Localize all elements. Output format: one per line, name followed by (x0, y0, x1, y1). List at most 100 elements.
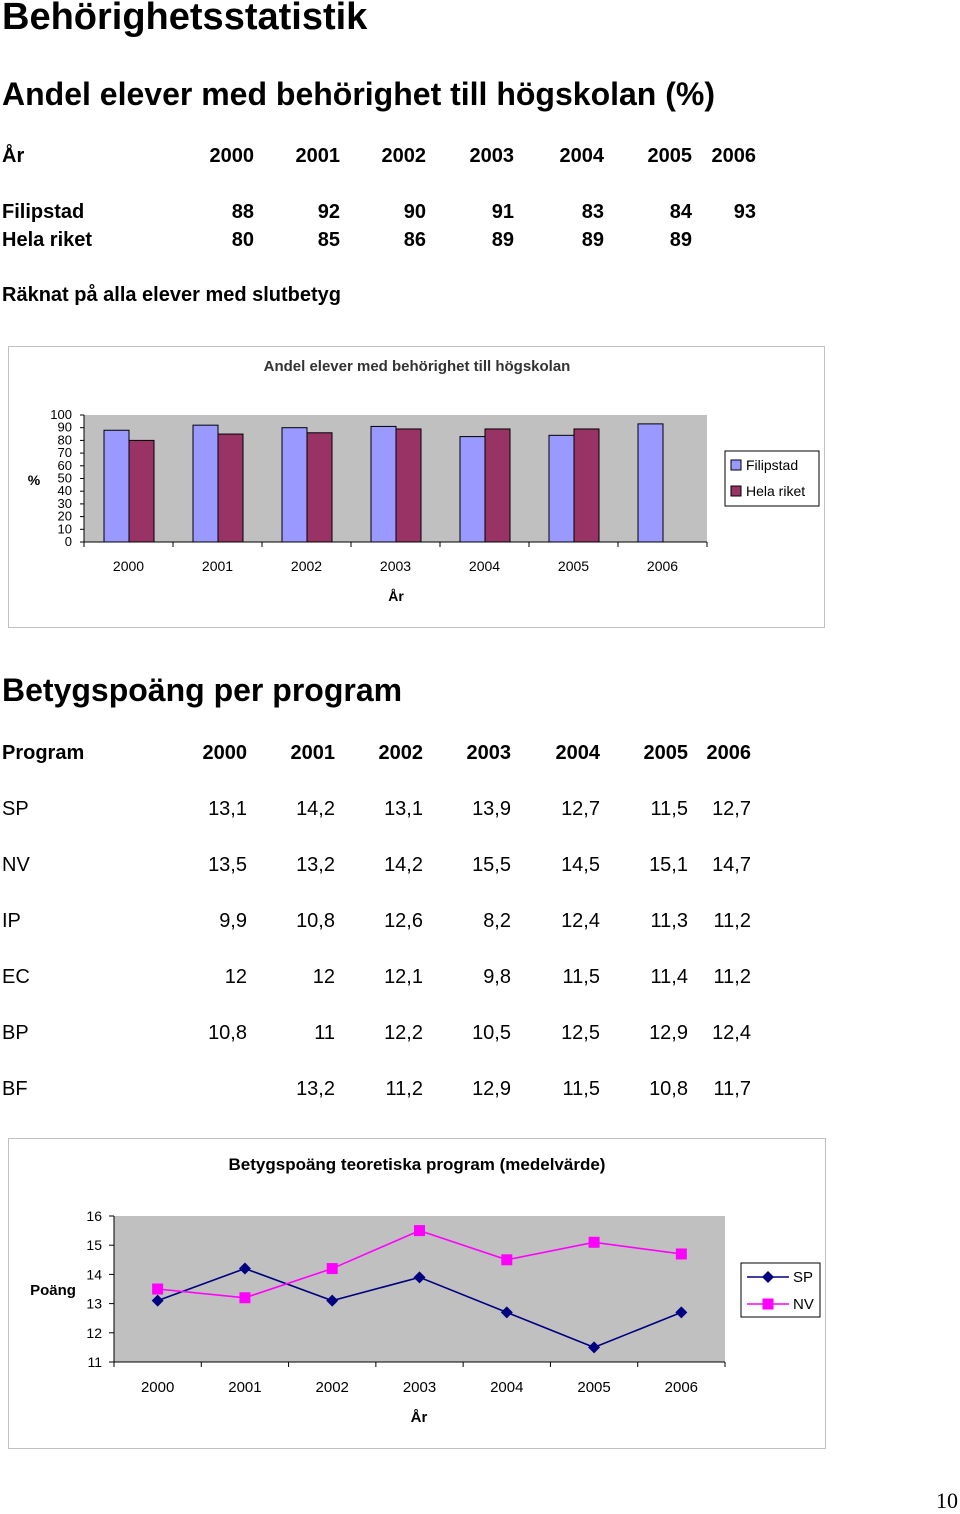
bar-chart: Andel elever med behörighet till högskol… (28, 358, 820, 604)
x-tick-label: 2006 (665, 1379, 698, 1396)
legend-label: Filipstad (746, 457, 798, 473)
plot-area (114, 1216, 725, 1362)
section1-title: Andel elever med behörighet till högskol… (2, 76, 715, 112)
header-year: 2005 (647, 145, 693, 167)
table-header-row: Program 2000 2001 2002 2003 2004 2005 20… (0, 742, 960, 766)
cell: 14,2 (296, 798, 335, 820)
cell: 92 (317, 201, 340, 223)
row-label: Hela riket (2, 229, 93, 251)
legend-swatch (730, 459, 742, 471)
bar-filipstad (281, 427, 308, 543)
bar-filipstad (548, 434, 575, 543)
table-row: IP 9,9 10,8 12,6 8,2 12,4 11,3 11,2 (0, 910, 960, 934)
bar-hela-riket (306, 432, 333, 543)
header-year: 2004 (555, 742, 601, 764)
x-tick-label: 2005 (577, 1379, 610, 1396)
header-year: 2002 (378, 742, 424, 764)
y-tick-label: 50 (58, 471, 72, 486)
cell: 15,5 (472, 854, 511, 876)
y-tick-label: 80 (58, 432, 72, 447)
marker-sp (413, 1271, 426, 1284)
cell: 9,9 (219, 910, 247, 932)
marker-sp (675, 1306, 688, 1319)
cell: 11,5 (650, 798, 688, 820)
legend-swatch (730, 485, 742, 497)
cell: 91 (491, 201, 514, 223)
row-label: Filipstad (2, 201, 85, 223)
table-row: BP 10,8 11 12,2 10,5 12,5 12,9 12,4 (0, 1022, 960, 1046)
x-axis-label: År (388, 588, 404, 604)
x-tick-label: 2005 (558, 558, 589, 574)
cell: 85 (317, 229, 340, 251)
header-year: 2003 (466, 742, 512, 764)
bar-filipstad (459, 436, 486, 543)
chart2-frame: Betygspoäng teoretiska program (medelvär… (8, 1138, 826, 1449)
cell: 93 (733, 201, 756, 223)
row-label: EC (2, 966, 30, 988)
cell: 11,7 (713, 1078, 751, 1100)
header-label: Program (2, 742, 85, 764)
marker-sp (500, 1306, 513, 1319)
cell: 12,2 (384, 1022, 423, 1044)
cell: 11,2 (385, 1078, 423, 1100)
row-label: IP (2, 910, 21, 932)
bar-hela-riket (484, 428, 511, 543)
legend-box (740, 1262, 821, 1318)
cell: 12,7 (712, 798, 751, 820)
x-tick-label: 2003 (380, 558, 411, 574)
section1-note: Räknat på alla elever med slutbetyg (2, 284, 342, 306)
bar-filipstad (637, 423, 664, 543)
table-row: Hela riket 80 85 86 89 89 89 (0, 229, 960, 253)
table-row: BF 13,2 11,2 12,9 11,5 10,8 11,7 (0, 1078, 960, 1102)
table-row: EC 12 12 12,1 9,8 11,5 11,4 11,2 (0, 966, 960, 990)
marker-sp (326, 1294, 339, 1307)
y-tick-label: 12 (86, 1325, 102, 1341)
x-axis-label: År (411, 1409, 428, 1426)
cell: 90 (403, 201, 426, 223)
x-tick-label: 2000 (113, 558, 144, 574)
table-row: SP 13,1 14,2 13,1 13,9 12,7 11,5 12,7 (0, 798, 960, 822)
x-tick-label: 2002 (316, 1379, 349, 1396)
marker-sp (238, 1262, 251, 1275)
y-tick-label: 15 (86, 1237, 102, 1253)
cell: 9,8 (483, 966, 511, 988)
header-year: 2000 (202, 742, 248, 764)
bar-hela-riket (573, 428, 600, 543)
cell: 12,1 (384, 966, 423, 988)
row-label: BF (2, 1078, 28, 1100)
marker-sp (588, 1341, 601, 1354)
cell: 10,5 (472, 1022, 511, 1044)
x-tick-label: 2001 (228, 1379, 261, 1396)
cell: 14,5 (561, 854, 600, 876)
cell: 83 (581, 201, 604, 223)
y-tick-label: 13 (86, 1296, 102, 1312)
y-tick-label: 0 (65, 534, 72, 549)
marker-nv (675, 1248, 687, 1260)
header-year: 2005 (643, 742, 689, 764)
x-tick-label: 2006 (647, 558, 678, 574)
row-label: SP (2, 798, 29, 820)
header-label: År (2, 145, 25, 167)
cell: 86 (403, 229, 426, 251)
cell: 8,2 (483, 910, 511, 932)
cell: 12,5 (561, 1022, 600, 1044)
cell: 14,7 (712, 854, 751, 876)
cell: 11,4 (650, 966, 688, 988)
cell: 11,5 (562, 1078, 600, 1100)
section2-title: Betygspoäng per program (2, 672, 403, 708)
bar-filipstad (103, 429, 130, 543)
marker-nv (152, 1283, 164, 1295)
header-year: 2003 (469, 145, 515, 167)
table-header-row: År 2000 2001 2002 2003 2004 2005 2006 (0, 145, 960, 169)
cell: 89 (669, 229, 692, 251)
chart-title: Andel elever med behörighet till högskol… (264, 358, 571, 375)
marker-nv (326, 1263, 338, 1275)
cell: 13,9 (472, 798, 511, 820)
cell: 10,8 (649, 1078, 688, 1100)
header-year: 2001 (290, 742, 336, 764)
cell: 80 (231, 229, 254, 251)
y-tick-label: 20 (58, 509, 72, 524)
header-year: 2004 (559, 145, 605, 167)
cell: 13,2 (296, 1078, 335, 1100)
header-year: 2006 (711, 145, 757, 167)
